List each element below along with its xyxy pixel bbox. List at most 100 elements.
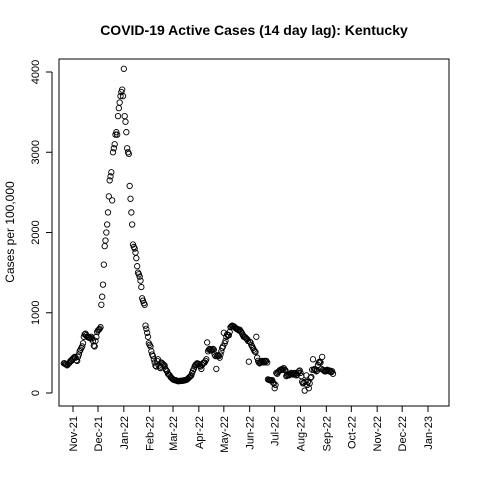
- data-point: [92, 337, 99, 344]
- data-point: [159, 360, 167, 368]
- data-point: [316, 358, 323, 365]
- data-point: [105, 193, 112, 200]
- data-point: [216, 354, 223, 361]
- data-point: [204, 339, 211, 346]
- data-point: [305, 385, 312, 392]
- data-point: [319, 353, 326, 361]
- data-point: [144, 333, 152, 340]
- data-point: [131, 245, 138, 252]
- data-point: [271, 385, 278, 392]
- data-point: [209, 346, 216, 353]
- x-tick-label: Dec-22: [397, 416, 409, 451]
- data-point: [264, 359, 271, 366]
- data-point: [102, 237, 109, 244]
- data-point: [272, 381, 279, 389]
- data-point: [120, 65, 127, 72]
- data-point: [103, 229, 110, 236]
- data-point: [309, 356, 317, 363]
- data-point: [270, 380, 277, 387]
- data-point: [141, 301, 148, 308]
- data-point: [104, 209, 112, 216]
- x-tick-label: Nov-21: [68, 416, 80, 451]
- data-point: [99, 281, 107, 288]
- x-tick-label: Oct-22: [346, 416, 358, 449]
- data-point: [124, 145, 131, 152]
- data-point: [253, 333, 260, 340]
- x-tick-label: Sep-22: [321, 416, 333, 451]
- data-point: [127, 195, 134, 202]
- data-point: [99, 293, 106, 300]
- data-point: [147, 343, 154, 350]
- data-point: [108, 169, 115, 176]
- data-point: [150, 356, 157, 363]
- x-tick-label: Jun-22: [245, 416, 257, 450]
- data-point: [187, 372, 194, 380]
- data-point: [297, 369, 304, 377]
- data-point: [149, 352, 157, 360]
- data-point: [125, 150, 132, 158]
- data-point: [74, 357, 81, 365]
- y-tick-label: 3000: [30, 140, 42, 164]
- data-point: [198, 365, 205, 373]
- data-point: [203, 356, 210, 363]
- data-point: [315, 359, 322, 366]
- x-tick-label: Feb-22: [145, 416, 157, 451]
- data-point: [308, 373, 315, 381]
- x-tick-label: Mar-22: [168, 416, 180, 451]
- x-tick-label: Aug-22: [296, 416, 308, 451]
- data-point: [307, 374, 314, 381]
- data-point: [317, 359, 324, 366]
- data-point: [143, 325, 150, 332]
- data-point: [252, 348, 259, 356]
- data-point: [89, 337, 97, 344]
- y-axis: 0 1000 2000 3000 4000: [30, 60, 53, 396]
- data-point: [97, 324, 104, 331]
- data-point: [302, 378, 309, 385]
- data-point: [154, 356, 162, 363]
- data-point: [114, 112, 122, 120]
- data-point: [210, 346, 217, 353]
- data-point: [133, 255, 140, 262]
- x-tick-label: Nov-22: [372, 416, 384, 451]
- data-point: [119, 92, 127, 100]
- data-point: [225, 332, 232, 339]
- data-point: [209, 345, 217, 353]
- data-point: [116, 99, 123, 106]
- chart-title: COVID-19 Active Cases (14 day lag): Kent…: [100, 22, 408, 38]
- data-point: [313, 368, 320, 375]
- data-point: [144, 329, 151, 336]
- y-tick-label: 2000: [30, 220, 42, 244]
- data-point: [100, 261, 107, 268]
- data-point: [79, 340, 87, 347]
- x-tick-label: Jan-22: [119, 416, 131, 450]
- data-point: [119, 86, 126, 93]
- data-point: [246, 338, 253, 345]
- data-point: [93, 333, 100, 340]
- data-point: [219, 343, 227, 350]
- x-tick-label: Jan-23: [423, 416, 435, 450]
- data-point: [123, 129, 130, 136]
- data-point: [104, 221, 111, 228]
- data-point: [142, 322, 149, 329]
- data-point: [217, 351, 224, 358]
- data-point: [134, 263, 141, 270]
- data-point: [222, 337, 229, 344]
- data-points: [60, 65, 337, 394]
- data-point: [106, 177, 113, 184]
- data-point: [295, 368, 302, 375]
- data-point: [329, 370, 337, 377]
- data-point: [98, 301, 105, 308]
- data-point: [213, 365, 220, 373]
- y-axis-label: Cases per 100,000: [3, 181, 17, 283]
- data-point: [136, 273, 143, 280]
- data-point: [328, 368, 335, 376]
- data-point: [111, 141, 118, 148]
- data-point: [126, 182, 133, 190]
- x-tick-label: Dec-21: [93, 416, 105, 451]
- data-point: [117, 92, 124, 100]
- data-point: [129, 221, 136, 228]
- data-point: [79, 343, 86, 350]
- x-axis: Nov-21 Dec-21 Jan-22 Feb-22 Mar-22 Apr-22 May-…: [68, 405, 435, 453]
